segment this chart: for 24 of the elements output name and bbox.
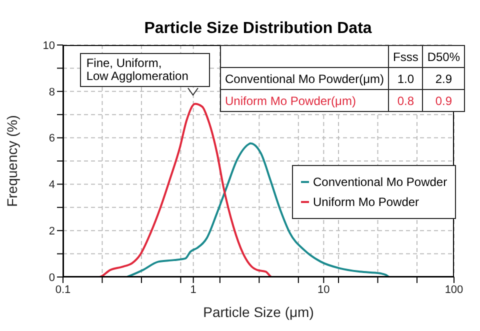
y-tick-label: 6 bbox=[48, 132, 55, 145]
annotation: Fsss bbox=[388, 46, 423, 68]
annotation: D50% bbox=[422, 46, 465, 68]
y-tick-label: 10 bbox=[42, 40, 55, 52]
annotation: 1.0 bbox=[388, 68, 423, 90]
x-axis-title: Particle Size (μm) bbox=[203, 304, 314, 320]
annotation: 0.8 bbox=[388, 90, 423, 112]
x-tick-label: 10 bbox=[318, 284, 330, 296]
legend-label: Uniform Mo Powder bbox=[313, 195, 420, 209]
annotation: Fine, Uniform, Low Agglomeration bbox=[80, 53, 210, 87]
x-tick-label: 100 bbox=[444, 284, 464, 296]
y-tick-label: 4 bbox=[48, 179, 55, 192]
x-tick-label: 1 bbox=[190, 284, 196, 296]
annotation: 0.9 bbox=[422, 90, 465, 112]
y-tick-label: 8 bbox=[48, 86, 55, 98]
chart-title: Particle Size Distribution Data bbox=[143, 20, 373, 38]
legend-label: Conventional Mo Powder bbox=[313, 175, 448, 189]
annotation: Conventional Mo Powder(μm) bbox=[220, 68, 388, 90]
y-axis-title: Frequency (%) bbox=[4, 115, 20, 207]
y-tick-label: 2 bbox=[48, 226, 55, 238]
annotation: Uniform Mo Powder(μm) bbox=[220, 90, 388, 112]
x-tick-label: 0.1 bbox=[55, 284, 71, 296]
annotation: 2.9 bbox=[422, 68, 465, 90]
y-tick-label: 0 bbox=[48, 272, 55, 284]
